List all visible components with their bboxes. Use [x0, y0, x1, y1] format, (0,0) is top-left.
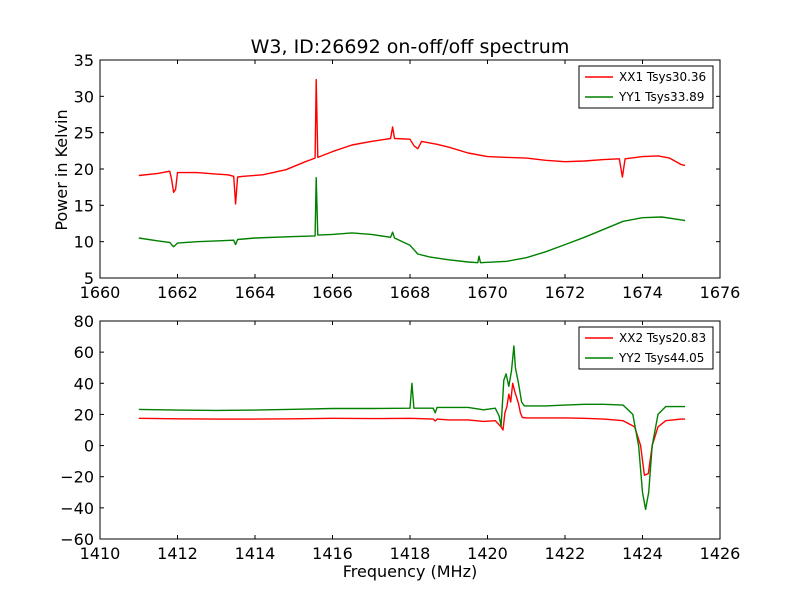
top-series-line-yy1	[138, 176, 686, 264]
bottom-spectrum-panel: 1410 1412 1414 1416 1418 1420 1422 1424 1426 −60 −…	[60, 312, 740, 563]
top-x-tick-label: 1676	[700, 283, 741, 302]
bottom-series-line-yy2	[138, 345, 686, 511]
top-x-tick-label: 1666	[312, 283, 353, 302]
top-x-tick-label: 1668	[390, 283, 431, 302]
bottom-x-tick-label: 1410	[80, 544, 121, 563]
bottom-x-tick-label: 1426	[700, 544, 741, 563]
top-x-tick-label: 1674	[622, 283, 663, 302]
top-legend-box	[578, 65, 714, 109]
top-y-tick-label: 5	[84, 269, 94, 288]
y-axis-label: Power in Kelvin	[52, 109, 71, 230]
top-y-tick-label: 20	[74, 160, 94, 179]
top-spectrum-panel: 1660 1662 1664 1666 1668 1670 1672 1674 1676 5 10 1…	[74, 51, 741, 302]
bottom-x-tick-label: 1414	[235, 544, 276, 563]
figure-title: W3, ID:26692 on-off/off spectrum	[251, 36, 570, 58]
bottom-x-tick-label: 1424	[622, 544, 663, 563]
bottom-y-tick-label: −60	[60, 530, 94, 549]
top-y-tick-label: 35	[74, 51, 94, 70]
bottom-y-tick-label: 40	[74, 374, 94, 393]
top-x-tick-label: 1670	[467, 283, 508, 302]
top-legend-label: YY1 Tsys33.89	[618, 90, 704, 104]
bottom-x-tick-label: 1420	[467, 544, 508, 563]
bottom-y-tick-label: 20	[74, 405, 94, 424]
bottom-y-tick-label: 80	[74, 312, 94, 331]
bottom-legend-label: XX2 Tsys20.83	[619, 331, 706, 345]
top-legend-label: XX1 Tsys30.36	[619, 70, 706, 84]
bottom-y-tick-label: 0	[84, 437, 94, 456]
top-x-tick-label: 1660	[80, 283, 121, 302]
bottom-series-line-xx2	[138, 382, 686, 476]
top-y-tick-label: 10	[74, 233, 94, 252]
bottom-y-tick-label: −20	[60, 468, 94, 487]
bottom-x-tick-label: 1412	[157, 544, 198, 563]
bottom-legend-box	[578, 326, 714, 370]
top-y-tick-label: 25	[74, 124, 94, 143]
bottom-x-tick-label: 1422	[545, 544, 586, 563]
top-y-tick-label: 15	[74, 196, 94, 215]
bottom-y-tick-label: −40	[60, 499, 94, 518]
bottom-y-tick-label: 60	[74, 343, 94, 362]
top-x-tick-label: 1672	[545, 283, 586, 302]
bottom-legend-label: YY2 Tsys44.05	[618, 351, 704, 365]
bottom-x-tick-label: 1418	[390, 544, 431, 563]
top-y-tick-label: 30	[74, 87, 94, 106]
top-x-tick-label: 1664	[235, 283, 276, 302]
x-axis-label: Frequency (MHz)	[343, 562, 477, 581]
top-x-tick-label: 1662	[157, 283, 198, 302]
bottom-x-tick-label: 1416	[312, 544, 353, 563]
top-series-line-xx1	[138, 78, 686, 205]
